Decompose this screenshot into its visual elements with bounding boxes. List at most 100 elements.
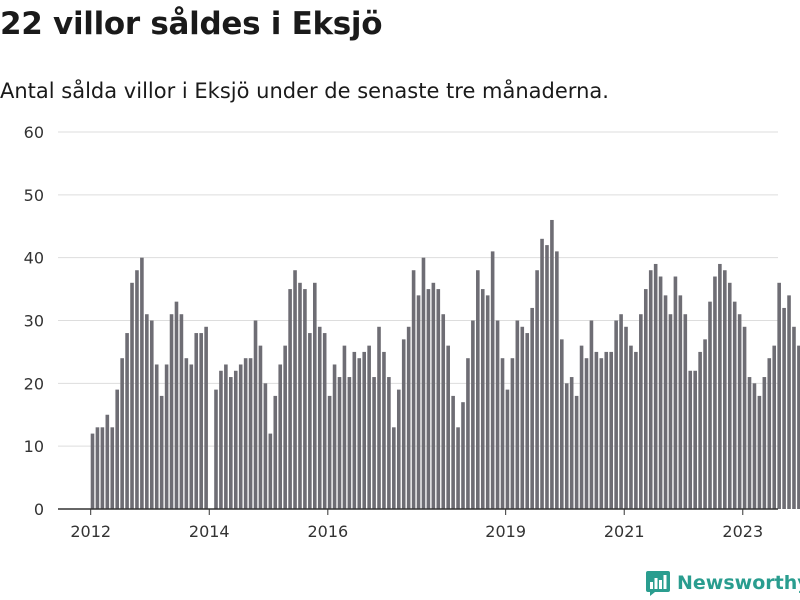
bar [313,282,317,509]
bar [149,320,154,509]
bar [219,370,223,509]
bar [698,351,702,509]
bar [703,339,707,509]
bar [441,314,446,509]
bar [446,345,450,509]
bar [179,314,184,509]
bar [421,257,426,509]
bar [510,358,515,509]
bar [406,326,411,509]
bar [762,377,767,509]
bar [184,358,189,509]
bar [308,333,312,509]
bar [643,289,648,509]
bar [752,383,757,509]
bar [140,257,144,509]
bar-chart: 0102030405060201220142016201920212023202… [24,123,800,541]
bar [629,345,633,509]
y-tick-label: 50 [24,186,44,205]
bar [772,345,777,509]
bar [535,270,539,509]
bar [303,289,307,509]
y-tick-label: 10 [24,437,44,456]
bar [604,351,609,509]
bar [110,427,115,509]
bar [515,320,520,509]
bar [476,270,480,509]
bar [579,345,584,509]
y-tick-label: 60 [24,123,44,142]
bar [401,339,406,509]
bar [634,351,638,509]
bar [115,389,119,509]
bar [451,395,455,509]
bar [767,358,772,509]
bar [347,377,352,509]
bar [663,295,668,509]
bar [95,427,100,509]
bar [105,414,110,509]
bar [569,377,574,509]
bar [327,395,332,509]
bar [461,402,465,509]
bar [288,289,292,509]
chart-title: 22 villor såldes i Eksjö [0,6,383,42]
bar [416,295,421,509]
bar [757,395,762,509]
bar [777,282,781,509]
bar [624,326,628,509]
bar [125,333,129,509]
bar [431,282,436,509]
x-tick-label: 2021 [604,522,645,541]
bar [224,364,228,509]
bar [298,282,302,509]
bar [658,276,663,509]
bar [584,358,589,509]
bar [377,326,381,509]
bar [426,289,431,509]
bar [525,333,530,509]
bar [727,282,732,509]
newsworthy-logo-icon [646,571,670,596]
bar [120,358,124,509]
bar [154,364,159,509]
bar [278,364,283,509]
bar [495,320,500,509]
bar [293,270,297,509]
bar [273,395,278,509]
bar [574,395,579,509]
bar [708,301,712,509]
bar [337,377,342,509]
bar [555,251,559,509]
bar [214,389,218,509]
bar [248,358,253,509]
bar [199,333,203,509]
bar [189,364,194,509]
bar [135,270,139,509]
bar [352,351,357,509]
bar [599,358,604,509]
bar [258,345,263,509]
bar [530,307,534,509]
y-tick-label: 40 [24,249,44,268]
bar [614,320,618,509]
bar [145,314,149,509]
bar [159,395,164,509]
bar [392,427,396,509]
bar [732,301,737,509]
bar [169,314,174,509]
bar [485,295,490,509]
bar [545,245,549,509]
y-tick-label: 20 [24,374,44,393]
x-tick-label: 2012 [70,522,111,541]
bar [229,377,233,509]
bar [238,364,243,509]
bar [540,238,544,510]
bar [747,377,752,509]
bar [90,433,95,509]
y-tick-label: 0 [34,500,44,519]
bar [490,251,495,509]
brand-name: Newsworthy [677,572,800,594]
bar [480,289,485,509]
bar [688,370,693,509]
